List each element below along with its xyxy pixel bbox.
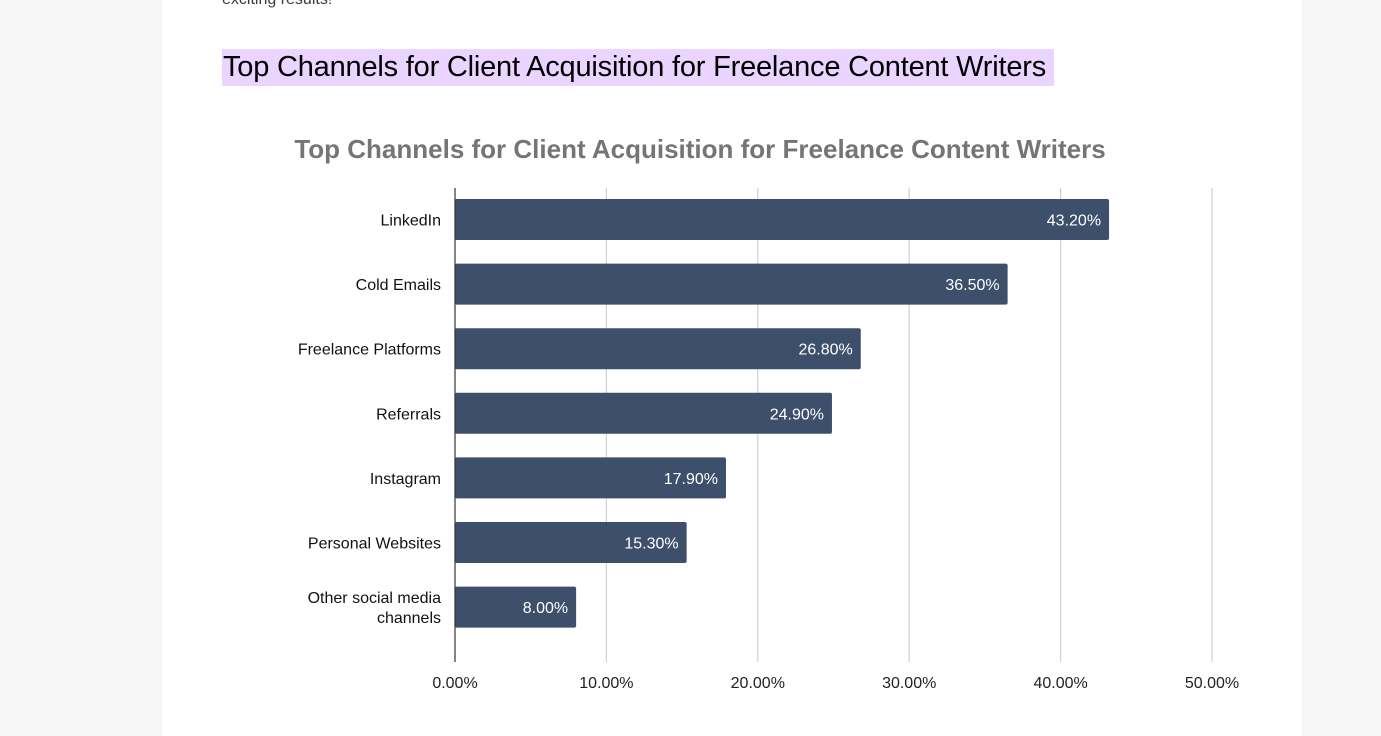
bar-value-label: 17.90% bbox=[664, 471, 718, 488]
bar bbox=[455, 392, 832, 434]
category-label: Personal Websites bbox=[308, 536, 441, 553]
bar bbox=[455, 586, 577, 628]
category-label: Freelance Platforms bbox=[298, 342, 441, 359]
chart-title: Top Channels for Client Acquisition for … bbox=[294, 134, 1105, 164]
category-label: Referrals bbox=[376, 406, 441, 423]
bar bbox=[455, 457, 727, 499]
bar-value-label: 43.20% bbox=[1047, 213, 1101, 230]
bar bbox=[455, 328, 861, 370]
bar-value-label: 36.50% bbox=[945, 277, 999, 294]
x-tick-label: 10.00% bbox=[579, 675, 633, 692]
category-label: Cold Emails bbox=[356, 277, 441, 294]
x-tick-label: 20.00% bbox=[731, 675, 785, 692]
x-tick-label: 0.00% bbox=[432, 675, 477, 692]
x-tick-label: 40.00% bbox=[1033, 675, 1087, 692]
bar-value-label: 8.00% bbox=[523, 600, 568, 617]
bar bbox=[455, 263, 1008, 305]
x-tick-label: 30.00% bbox=[882, 675, 936, 692]
x-tick-label: 50.00% bbox=[1185, 675, 1239, 692]
section-heading: Top Channels for Client Acquisition for … bbox=[222, 49, 1055, 86]
category-labels: LinkedIn Cold Emails Freelance Platforms Re… bbox=[298, 213, 441, 628]
category-label: LinkedIn bbox=[381, 213, 442, 230]
category-label: Other social media channels bbox=[308, 590, 441, 627]
bar bbox=[455, 522, 687, 563]
bar bbox=[455, 199, 1110, 240]
bar-value-label: 15.30% bbox=[624, 536, 678, 553]
bars: 43.20% 36.50% 26.80% 24.90% 17.90% 15.30% 8.00… bbox=[455, 199, 1110, 628]
category-label: Instagram bbox=[370, 471, 441, 488]
intro-text: exciting results! bbox=[222, 0, 332, 9]
bar-value-label: 24.90% bbox=[770, 406, 824, 423]
x-axis-tick-labels: 0.00% 10.00% 20.00% 30.00% 40.00% 50.00% bbox=[432, 675, 1239, 692]
bar-value-label: 26.80% bbox=[798, 342, 852, 359]
